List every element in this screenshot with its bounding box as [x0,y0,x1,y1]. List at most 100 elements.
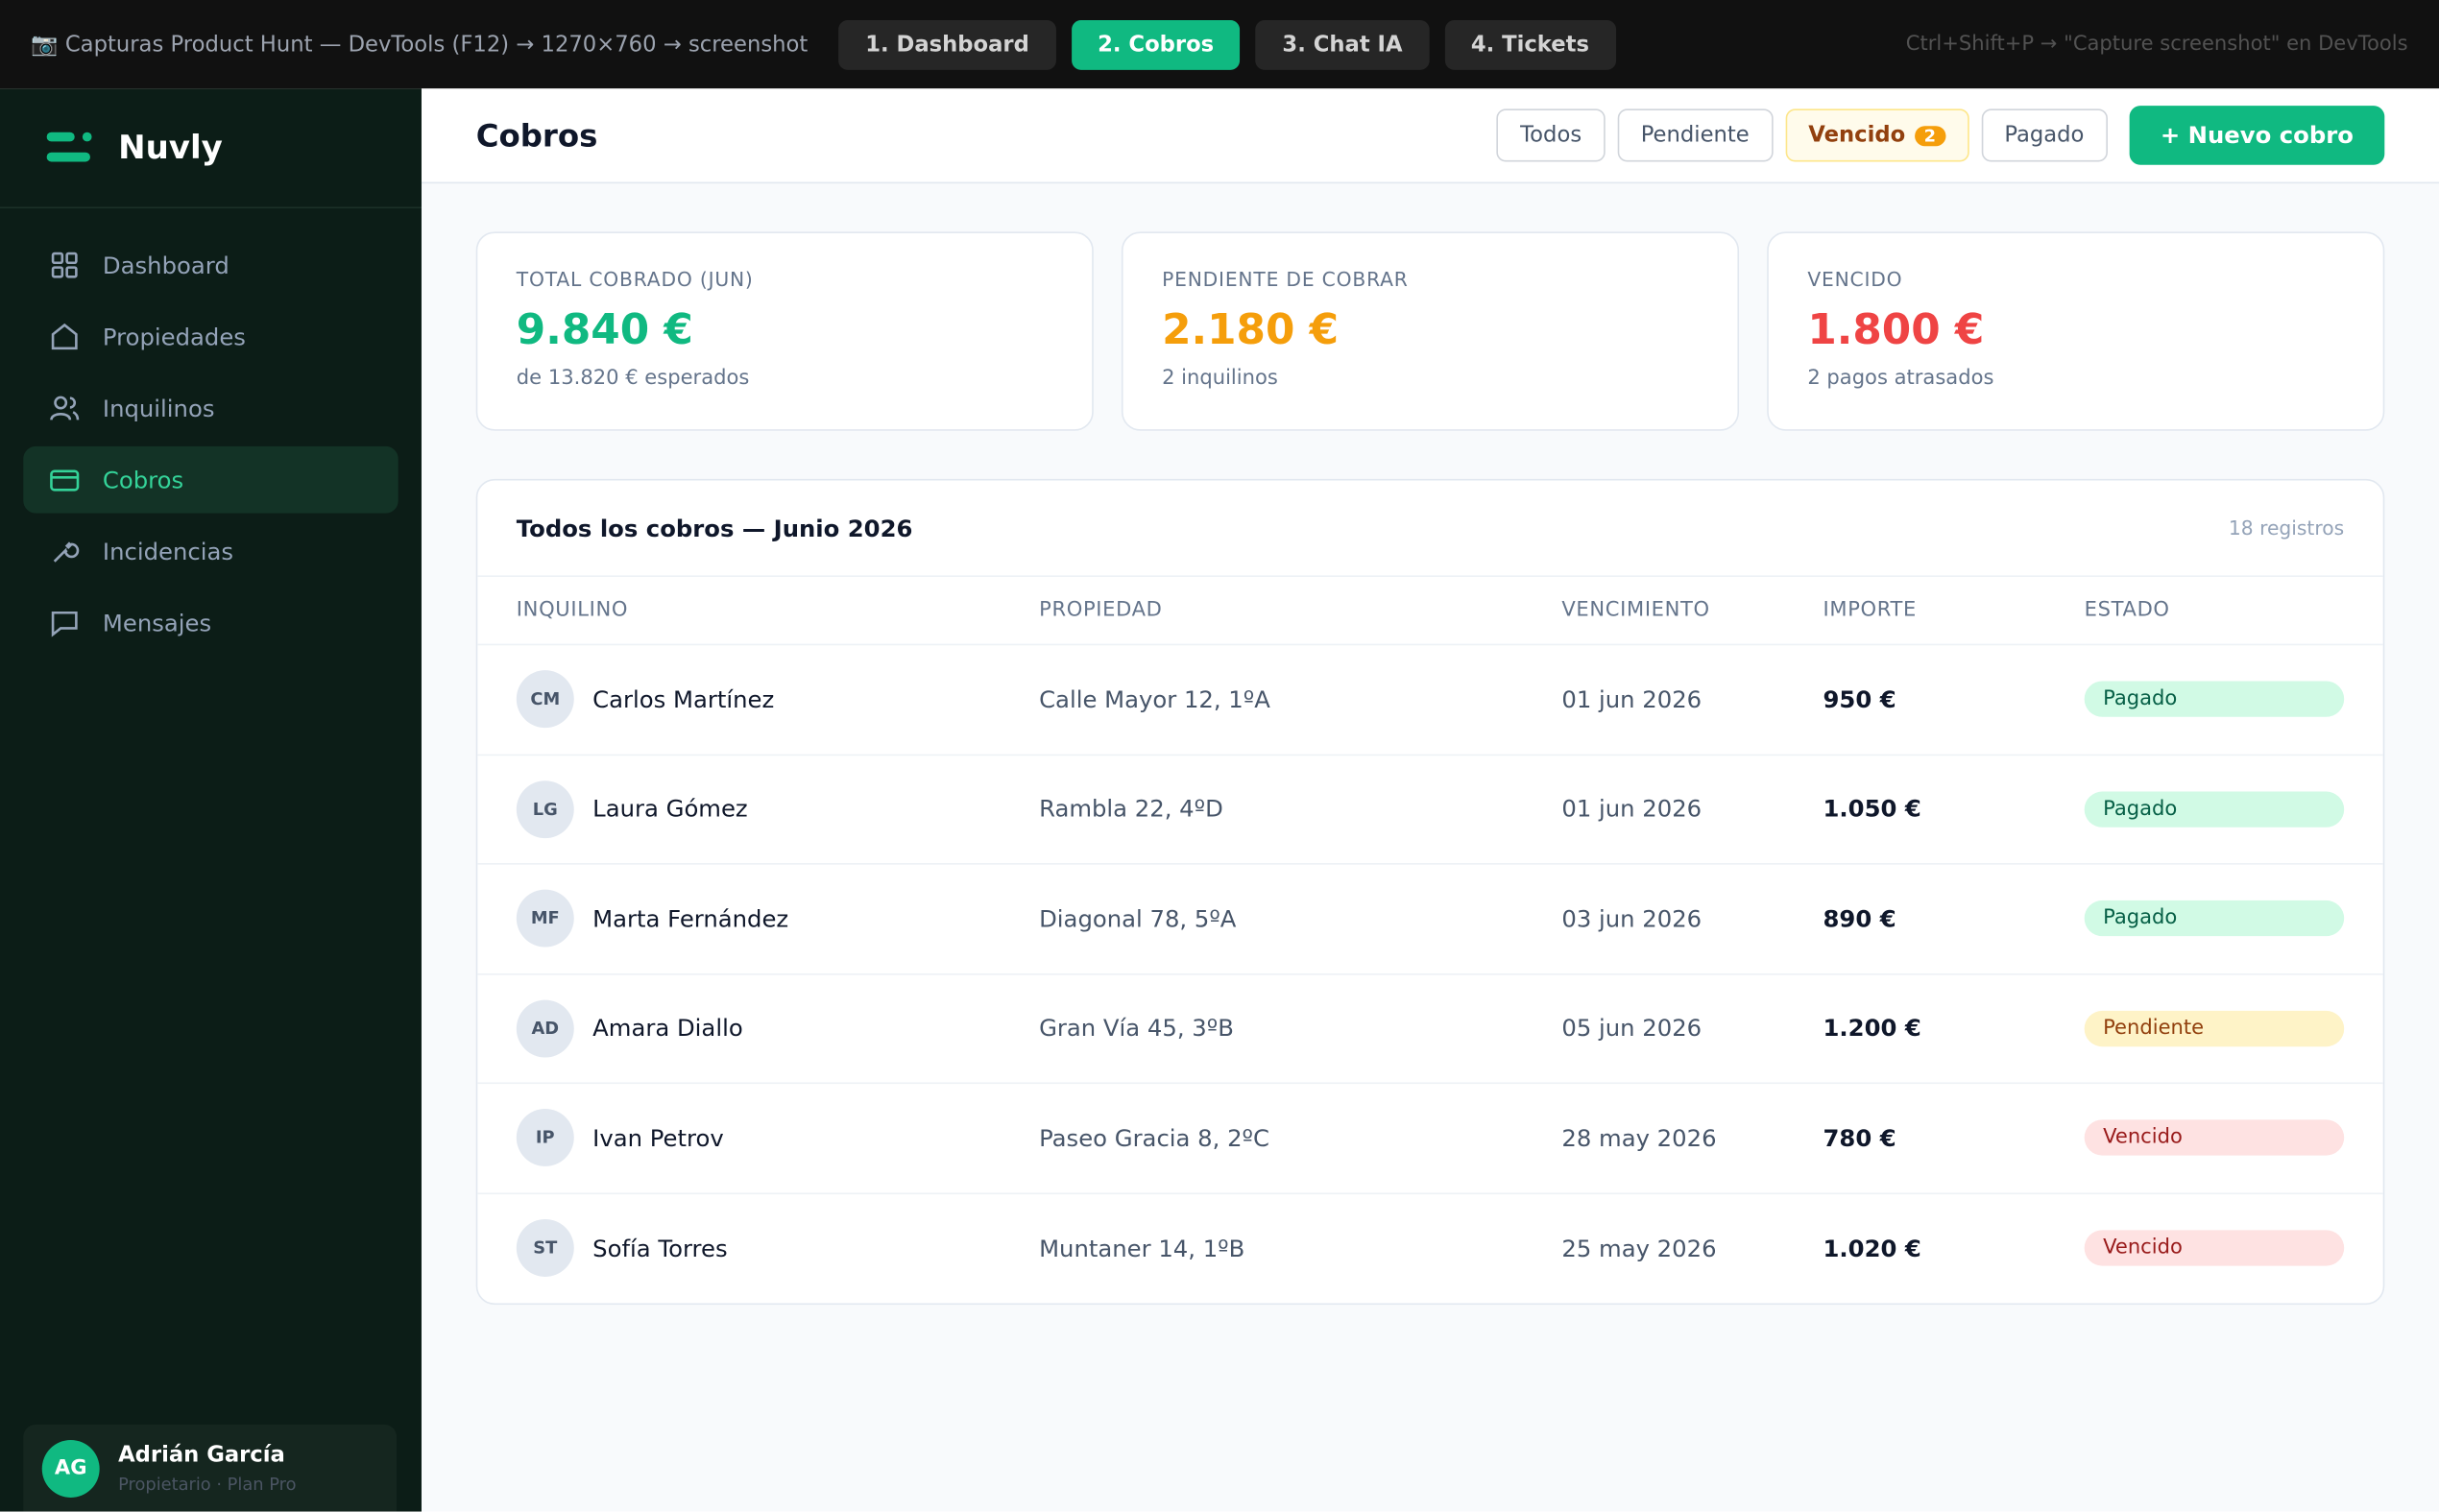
property: Calle Mayor 12, 1ºA [1039,684,1270,714]
due-date: 28 may 2026 [1561,1123,1717,1152]
nav-icon [50,469,80,492]
amount: 1.050 € [1823,795,1921,824]
property: Muntaner 14, 1ºB [1039,1234,1245,1262]
nav-label: Dashboard [102,251,229,279]
filters: Todos Pendiente Vencido 2 Pagado [1496,108,2108,162]
hint: Ctrl+Shift+P → "Capture screenshot" en D… [1905,33,2408,57]
due-date: 05 jun 2026 [1561,1014,1702,1043]
amount: 890 € [1823,904,1896,933]
tenant-name: Carlos Martínez [592,684,775,714]
kpi-value: 2.180 € [1162,306,1340,355]
nav-item[interactable]: Mensajes [23,589,398,657]
brand: Nuvly [0,88,422,209]
avatar: AG [41,1439,100,1498]
tenant: AD Amara Diallo [516,999,1039,1058]
tenant-name: Sofía Torres [592,1234,728,1262]
table-row[interactable]: LG Laura Gómez Rambla 22, 4ºD 01 jun 2026 1.… [477,755,2383,865]
status: Pagado [2084,791,2345,828]
kpi-card: TOTAL COBRADO (JUN) 9.840 € de 13.820 € es… [475,231,1094,431]
tenant-avatar: AD [516,999,574,1058]
tenant: LG Laura Gómez [516,780,1039,838]
devtools-bar: 📷 Capturas Product Hunt — DevTools (F12)… [0,0,2439,89]
tenant-avatar: CM [516,670,574,729]
kpi-label: VENCIDO [1807,267,1903,291]
kpi-card: VENCIDO 1.800 € 2 pagos atrasados [1767,231,2385,431]
table-row[interactable]: IP Ivan Petrov Paseo Gracia 8, 2ºC 28 may 2… [477,1084,2383,1194]
table-row[interactable]: CM Carlos Martínez Calle Mayor 12, 1ºA 01 j… [477,645,2383,756]
due-date: 25 may 2026 [1561,1234,1717,1262]
filter-label: Vencido [1808,122,1906,148]
nav-label: Propiedades [102,323,246,351]
nav-item[interactable]: Incidencias [23,517,398,585]
tab[interactable]: 1. Dashboard [838,19,1056,70]
brand-name: Nuvly [118,129,223,167]
nav: Dashboard Propiedades Inquilinos Cobros Inci… [0,208,422,657]
table-row[interactable]: MF Marta Fernández Diagonal 78, 5ºA 03 jun … [477,865,2383,974]
property: Paseo Gracia 8, 2ºC [1039,1123,1269,1152]
filter[interactable]: Vencido 2 [1785,108,1969,162]
due-date: 01 jun 2026 [1561,684,1702,714]
kpi-label: TOTAL COBRADO (JUN) [516,267,754,291]
user-name: Adrián García [118,1442,285,1468]
user-role: Propietario · Plan Pro [118,1473,297,1494]
record-count: 18 registros [2228,516,2345,540]
table-head: Todos los cobros — Junio 2026 18 registr… [477,481,2383,577]
table-title: Todos los cobros — Junio 2026 [516,514,913,542]
table-header: INQUILINO PROPIEDAD VENCIMIENTO IMPORTE ESTA… [477,577,2383,646]
nav-item[interactable]: Dashboard [23,231,398,299]
kpi-note: 2 inquilinos [1162,367,1278,391]
logo [46,132,92,162]
kpi-note: 2 pagos atrasados [1807,367,1994,391]
nav-item[interactable]: Inquilinos [23,374,398,442]
tenant: MF Marta Fernández [516,889,1039,948]
filter[interactable]: Todos [1496,108,1606,162]
amount: 780 € [1823,1123,1896,1152]
user-card[interactable]: AG Adrián García Propietario · Plan Pro [23,1424,398,1512]
property: Diagonal 78, 5ºA [1039,904,1237,933]
nav-icon [51,252,78,278]
caption: 📷 Capturas Product Hunt — DevTools (F12)… [31,32,809,58]
filter[interactable]: Pagado [1981,108,2108,162]
tabs: 1. Dashboard 2. Cobros 3. Chat IA 4. Ticket… [838,19,1631,70]
property: Rambla 22, 4ºD [1039,795,1223,824]
column-header: INQUILINO [516,598,629,622]
table-row[interactable]: ST Sofía Torres Muntaner 14, 1ºB 25 may 202… [477,1193,2382,1303]
amount: 1.020 € [1823,1234,1921,1262]
tenant: IP Ivan Petrov [516,1109,1039,1167]
table-card: Todos los cobros — Junio 2026 18 registr… [475,478,2385,1306]
nav-item[interactable]: Propiedades [23,303,398,371]
tab[interactable]: 3. Chat IA [1255,19,1430,70]
tenant-name: Marta Fernández [592,904,789,933]
tenant-name: Laura Gómez [592,795,748,824]
kpi-card: PENDIENTE DE COBRAR 2.180 € 2 inquilinos [1121,231,1740,431]
column-header: PROPIEDAD [1039,598,1163,622]
column-header: IMPORTE [1823,598,1917,622]
nav-icon [51,611,78,637]
nav-label: Incidencias [102,537,234,565]
tenant-name: Ivan Petrov [592,1123,724,1152]
due-date: 03 jun 2026 [1561,904,1702,933]
tab[interactable]: 4. Tickets [1444,19,1616,70]
nav-item[interactable]: Cobros [23,445,398,514]
nav-icon [51,323,78,350]
column-header: VENCIMIENTO [1561,598,1710,622]
amount: 950 € [1823,684,1896,714]
property: Gran Vía 45, 3ºB [1039,1014,1234,1043]
table: INQUILINO PROPIEDAD VENCIMIENTO IMPORTE ESTA… [477,577,2383,1303]
page-title: Cobros [475,116,598,155]
status: Pendiente [2084,1010,2345,1046]
filter-badge: 2 [1914,126,1945,147]
sidebar: Nuvly Dashboard Propiedades Inquilinos Cobr… [0,88,422,1512]
nav-icon [53,541,80,563]
new-button[interactable]: + Nuevo cobro [2129,106,2385,165]
tab[interactable]: 2. Cobros [1071,19,1241,70]
amount: 1.200 € [1823,1014,1921,1043]
due-date: 01 jun 2026 [1561,795,1702,824]
kpi-value: 1.800 € [1807,306,1985,355]
filter[interactable]: Pendiente [1617,108,1774,162]
main: Cobros Todos Pendiente Vencido 2 Pagado + Nu… [421,88,2439,1512]
kpis: TOTAL COBRADO (JUN) 9.840 € de 13.820 € es… [422,183,2439,431]
table-row[interactable]: AD Amara Diallo Gran Vía 45, 3ºB 05 jun 202… [477,974,2383,1085]
